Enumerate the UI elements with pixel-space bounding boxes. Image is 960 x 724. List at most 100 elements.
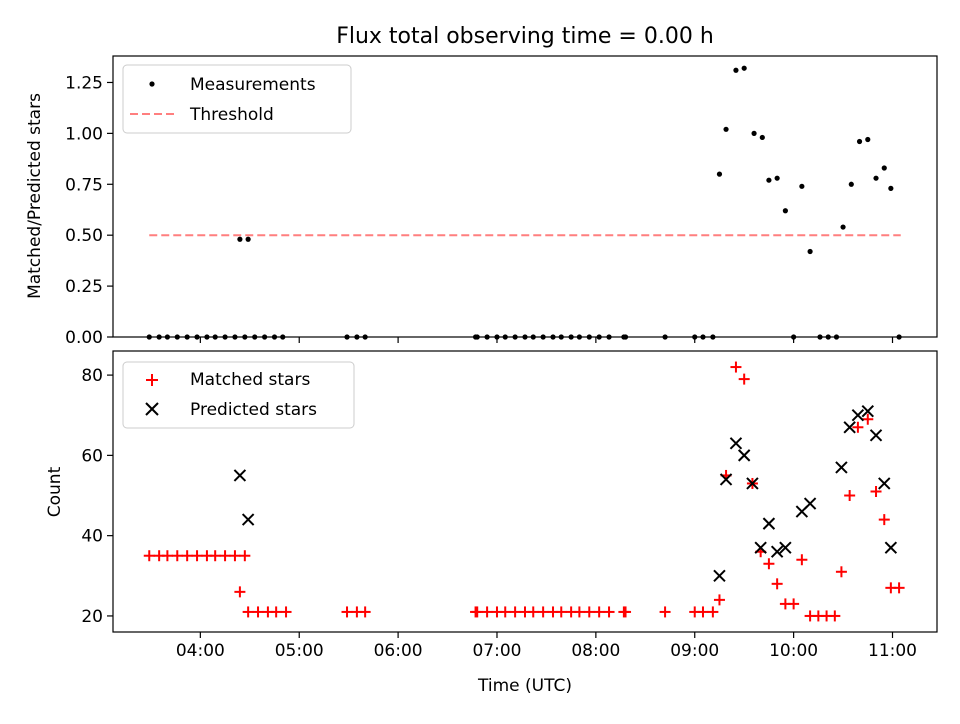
measurements-point xyxy=(280,334,286,340)
measurements-point xyxy=(807,248,813,255)
predicted-stars-point xyxy=(803,497,817,510)
measurements-point xyxy=(237,236,243,242)
matched-stars-point xyxy=(620,606,632,618)
measurements-point xyxy=(194,334,200,340)
matched-stars-point xyxy=(161,550,173,562)
y-tick-label: 0.75 xyxy=(65,175,103,195)
measurements-point xyxy=(586,334,592,340)
plot-frame xyxy=(112,350,938,633)
bottom-x-axis-label: Time (UTC) xyxy=(477,676,572,696)
bottom-legend-box xyxy=(122,361,355,429)
predicted-stars-point xyxy=(843,421,856,434)
matched-stars-point xyxy=(252,606,264,618)
measurements-point xyxy=(362,334,368,340)
measurements-point xyxy=(474,334,480,340)
matched-stars-point xyxy=(603,606,615,618)
measurements-point xyxy=(825,334,831,340)
measurements-point xyxy=(494,334,500,340)
measurements-point xyxy=(245,236,251,242)
measurements-point xyxy=(881,165,887,171)
measurements-point xyxy=(782,208,788,214)
matched-stars-point xyxy=(771,578,783,590)
matched-stars-point xyxy=(870,486,882,497)
bottom-legend: Matched stars Predicted stars xyxy=(122,361,355,429)
measurements-point xyxy=(271,334,278,340)
matched-stars-point xyxy=(893,582,905,594)
matched-stars-point xyxy=(659,606,671,618)
x-tick-label: 05:00 xyxy=(275,641,324,661)
matched-stars-point xyxy=(862,413,874,425)
matched-stars-point xyxy=(209,550,221,562)
predicted-stars-point xyxy=(878,477,891,490)
measurements-point xyxy=(262,334,268,340)
measurements-point xyxy=(840,224,846,230)
measurements-point xyxy=(865,136,871,143)
legend-measurements-label: Measurements xyxy=(190,75,316,95)
measurements-point xyxy=(723,126,729,132)
matched-stars-point xyxy=(583,606,595,618)
predicted-stars-point xyxy=(719,473,733,486)
measurements-point xyxy=(184,334,190,340)
measurements-point xyxy=(716,171,723,177)
matched-stars-point xyxy=(835,566,847,578)
matched-stars-point xyxy=(171,550,183,562)
predicted-stars-point xyxy=(779,541,792,554)
x-tick-label: 10:00 xyxy=(769,641,818,661)
matched-stars-point xyxy=(191,550,203,562)
measurements-point xyxy=(833,334,840,340)
measurements-point xyxy=(146,334,152,340)
bottom-y-axis-label: Count xyxy=(45,466,65,517)
measurements-point xyxy=(568,334,574,340)
matched-stars-point xyxy=(239,550,251,562)
matched-stars-point xyxy=(730,361,742,373)
measurements-point xyxy=(540,334,546,340)
matched-stars-point xyxy=(537,606,549,618)
matched-stars-point xyxy=(844,490,856,502)
measurements-point xyxy=(222,334,228,340)
y-tick-label: 80 xyxy=(81,366,103,386)
measurements-point xyxy=(622,334,629,340)
matched-stars-point xyxy=(555,606,567,618)
measurements-point xyxy=(164,334,170,340)
measurements-point xyxy=(751,130,757,136)
measurements-point xyxy=(774,175,780,181)
measurements-point xyxy=(558,334,564,340)
matched-stars-point xyxy=(229,550,241,562)
measurements-point xyxy=(252,334,258,340)
matched-stars-point xyxy=(143,550,155,562)
measurements-point xyxy=(596,334,602,340)
y-tick-label: 0.00 xyxy=(65,328,103,348)
matched-stars-point xyxy=(593,606,605,618)
matched-stars-point xyxy=(359,606,371,618)
matched-stars-point xyxy=(471,606,483,618)
measurements-point xyxy=(212,334,218,340)
matched-stars-point xyxy=(829,610,841,622)
legend-matched-marker xyxy=(146,374,158,386)
measurements-point xyxy=(888,185,894,191)
top-chart-title: Flux total observing time = 0.00 h xyxy=(336,24,714,49)
measurements-point xyxy=(530,334,536,340)
legend-predicted-marker xyxy=(145,402,159,416)
matched-stars-point xyxy=(527,606,539,618)
measurements-point xyxy=(817,334,823,340)
matched-stars-point xyxy=(852,421,864,433)
predicted-stars-point xyxy=(233,469,247,482)
y-tick-label: 0.50 xyxy=(65,226,103,246)
matched-stars-point xyxy=(697,606,709,618)
measurements-point xyxy=(848,181,854,187)
x-tick-label: 08:00 xyxy=(571,641,620,661)
x-tick-label: 11:00 xyxy=(868,641,917,661)
y-tick-label: 20 xyxy=(81,607,103,627)
y-tick-label: 0.25 xyxy=(65,277,103,297)
legend-predicted-label: Predicted stars xyxy=(190,400,317,420)
measurements-point xyxy=(354,334,360,340)
legend-matched-label: Matched stars xyxy=(190,370,310,390)
matched-stars-point xyxy=(242,606,254,618)
measurements-point xyxy=(576,334,582,340)
predicted-stars-point xyxy=(835,461,848,474)
matched-stars-point xyxy=(234,586,246,598)
matched-stars-point xyxy=(878,514,890,526)
measurements-point xyxy=(700,334,706,340)
